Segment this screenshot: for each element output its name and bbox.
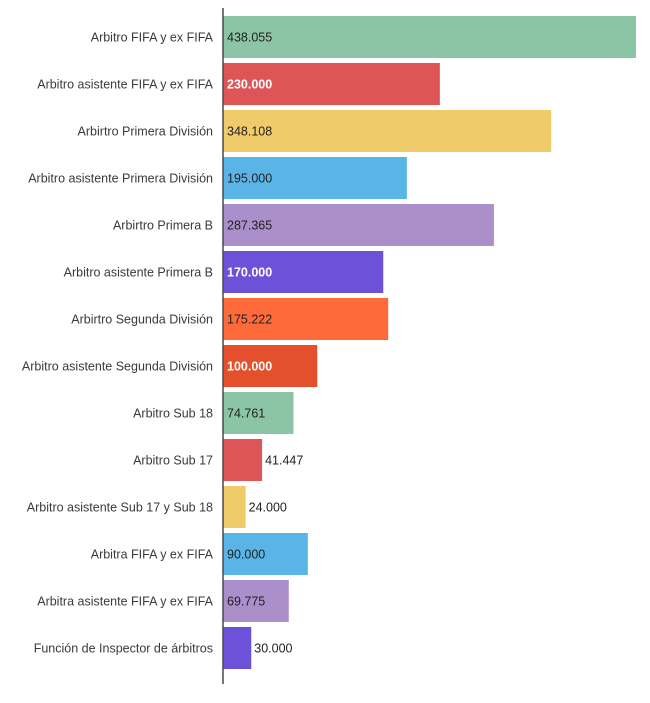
bar <box>223 204 494 246</box>
value-label: 287.365 <box>227 219 272 233</box>
category-label: Arbitro Sub 18 <box>133 407 213 421</box>
category-label: Arbirtro Primera División <box>78 125 213 139</box>
value-label: 100.000 <box>227 360 272 374</box>
value-label: 170.000 <box>227 266 272 280</box>
value-label: 30.000 <box>254 642 292 656</box>
value-label: 41.447 <box>265 454 303 468</box>
category-label: Arbitro asistente FIFA y ex FIFA <box>37 78 213 92</box>
value-label: 24.000 <box>249 501 287 515</box>
bars-group: Arbitro FIFA y ex FIFA 438.055 Arbitro asi… <box>22 16 636 669</box>
category-label: Arbirtro Segunda División <box>71 313 213 327</box>
value-label: 69.775 <box>227 595 265 609</box>
bar <box>223 110 552 152</box>
value-label: 348.108 <box>227 125 272 139</box>
bar <box>223 157 407 199</box>
bar <box>223 392 294 434</box>
bar <box>223 439 263 481</box>
bar <box>223 298 389 340</box>
category-label: Arbitro asistente Primera División <box>28 172 213 186</box>
bar <box>223 16 636 58</box>
bar <box>223 580 289 622</box>
value-label: 438.055 <box>227 31 272 45</box>
value-label: 230.000 <box>227 78 272 92</box>
category-label: Arbitro asistente Segunda División <box>22 360 213 374</box>
bar <box>223 251 384 293</box>
value-label: 195.000 <box>227 172 272 186</box>
value-label: 90.000 <box>227 548 265 562</box>
category-label: Arbitro Sub 17 <box>133 454 213 468</box>
bar <box>223 486 246 528</box>
category-label: Arbitra asistente FIFA y ex FIFA <box>37 595 213 609</box>
category-label: Función de Inspector de árbitros <box>34 642 213 656</box>
bar <box>223 533 308 575</box>
category-label: Arbitro FIFA y ex FIFA <box>91 31 214 45</box>
category-label: Arbitra FIFA y ex FIFA <box>91 548 214 562</box>
value-label: 74.761 <box>227 407 265 421</box>
bar <box>223 63 440 105</box>
category-label: Arbirtro Primera B <box>113 219 213 233</box>
value-label: 175.222 <box>227 313 272 327</box>
bar <box>223 627 252 669</box>
category-label: Arbitro asistente Sub 17 y Sub 18 <box>27 501 213 515</box>
category-label: Arbitro asistente Primera B <box>64 266 213 280</box>
bar <box>223 345 318 387</box>
